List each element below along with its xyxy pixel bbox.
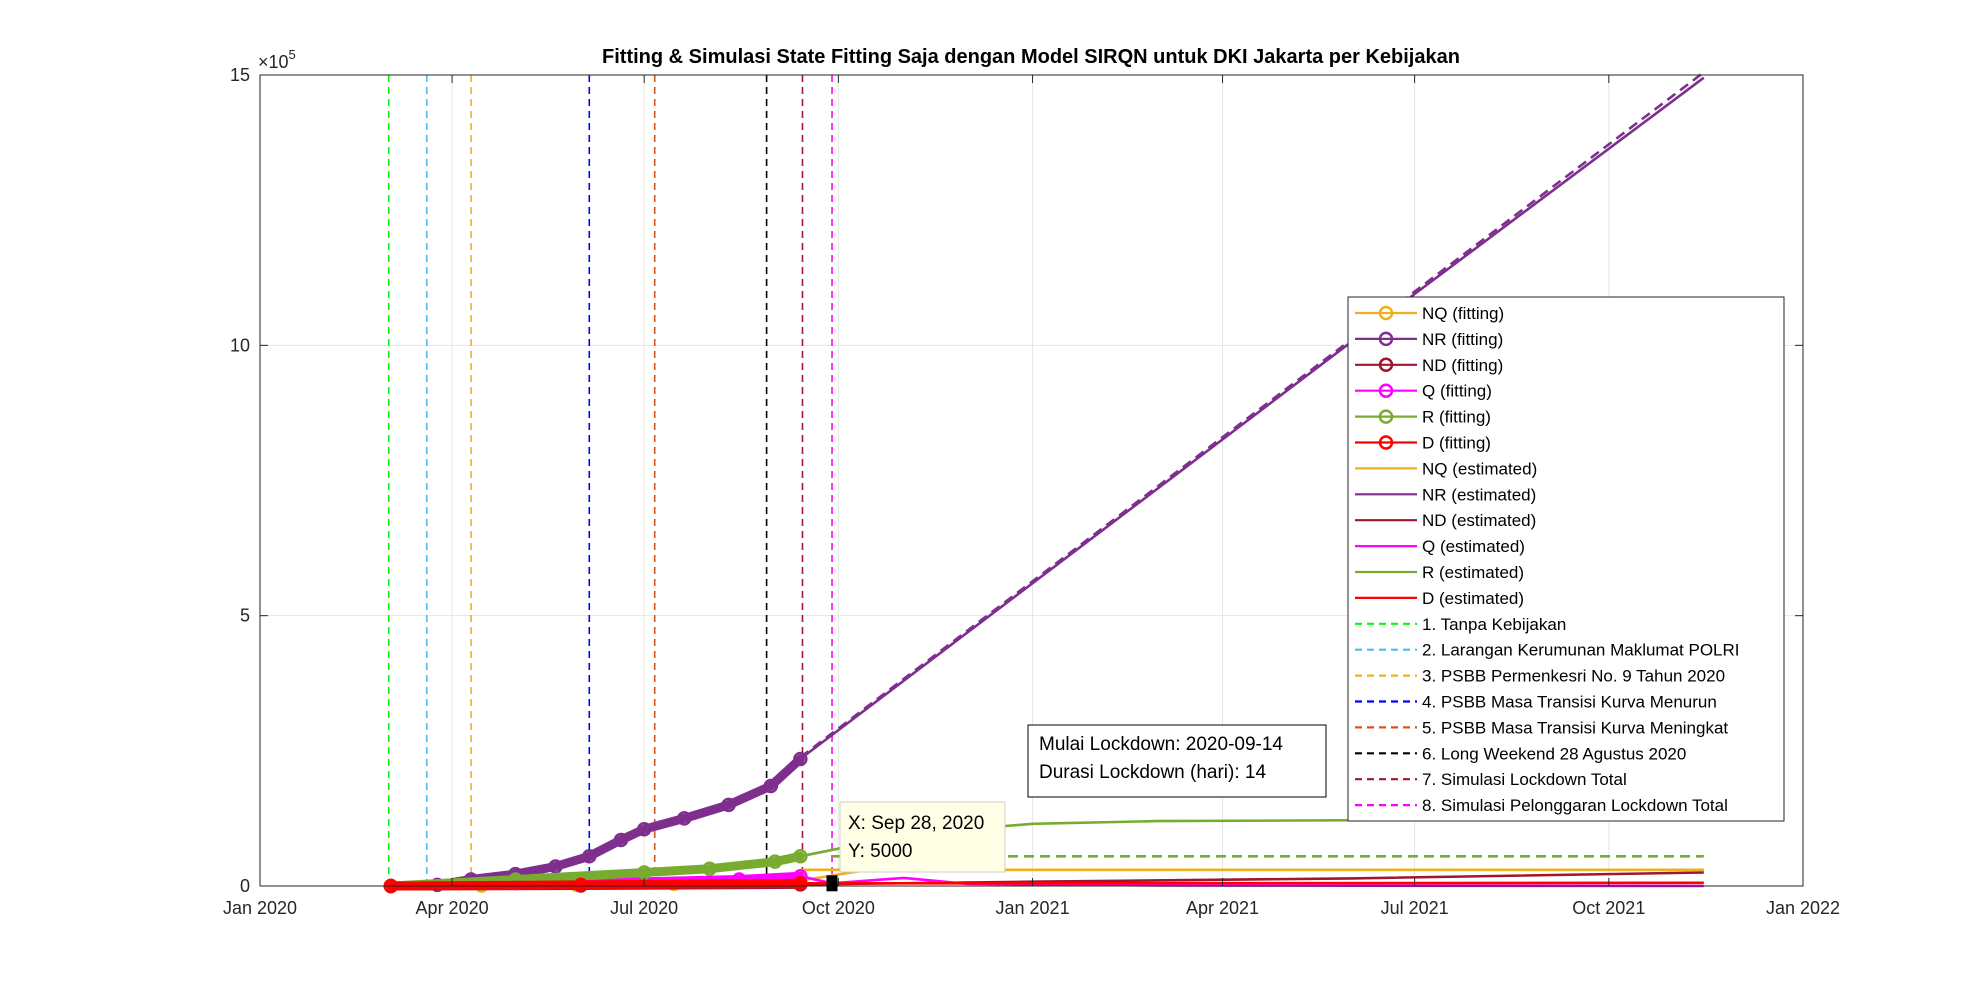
legend-label: R (estimated) — [1422, 563, 1524, 582]
legend-label: NQ (fitting) — [1422, 304, 1504, 323]
y-exponent-power: 5 — [289, 47, 296, 62]
y-tick-label: 10 — [230, 335, 250, 355]
x-tick-label: Apr 2020 — [416, 898, 489, 918]
series-marker — [613, 832, 629, 848]
legend-label: 8. Simulasi Pelonggaran Lockdown Total — [1422, 796, 1728, 815]
datatip[interactable]: X: Sep 28, 2020 Y: 5000 — [826, 801, 1006, 892]
series-marker — [793, 849, 808, 864]
legend-box — [1347, 296, 1785, 822]
legend-label: Q (fitting) — [1422, 382, 1492, 401]
annotation-box — [1027, 724, 1327, 798]
series-marker — [636, 821, 652, 837]
series-marker — [767, 854, 783, 869]
series-marker — [573, 877, 589, 893]
legend: NQ (fitting) NR (fitting) ND (fitting) Q (f… — [1347, 296, 1785, 822]
axis-ticks: Jan 2020 Apr 2020 Jul 2020 Oct 2020 Jan 2021… — [223, 65, 1840, 918]
series-line-estimated — [799, 76, 1705, 760]
legend-label: 2. Larangan Kerumunan Maklumat POLRI — [1422, 641, 1740, 660]
legend-label: 4. PSBB Masa Transisi Kurva Menurun — [1422, 693, 1717, 712]
axes-box — [259, 74, 1804, 887]
y-tick-label: 5 — [240, 606, 250, 626]
legend-label: ND (fitting) — [1422, 356, 1503, 375]
legend-label: NQ (estimated) — [1422, 459, 1537, 478]
x-tick-label: Oct 2021 — [1572, 898, 1645, 918]
chart-title: Fitting & Simulasi State Fitting Saja de… — [602, 46, 1460, 68]
x-tick-label: Jul 2021 — [1381, 898, 1449, 918]
series-marker — [548, 859, 563, 874]
x-tick-label: Apr 2021 — [1186, 898, 1259, 918]
y-exponent-label: ×105 — [258, 47, 296, 72]
legend-label: Q (estimated) — [1422, 537, 1525, 556]
legend-label: NR (fitting) — [1422, 330, 1503, 349]
x-tick-label: Jan 2020 — [223, 898, 297, 918]
datatip-box — [839, 801, 1006, 873]
simulation-line — [799, 71, 1705, 759]
x-tick-label: Jan 2021 — [996, 898, 1070, 918]
lockdown-annotation: Mulai Lockdown: 2020-09-14 Durasi Lockdo… — [1027, 724, 1327, 798]
series-marker — [793, 751, 808, 767]
y-tick-label: 0 — [240, 876, 250, 896]
legend-label: R (fitting) — [1422, 408, 1491, 427]
series-marker — [793, 876, 808, 891]
x-tick-label: Oct 2020 — [802, 898, 875, 918]
legend-label: D (fitting) — [1422, 434, 1491, 453]
legend-marker — [1378, 331, 1394, 347]
datatip-marker — [826, 875, 838, 892]
x-tick-label: Jul 2020 — [610, 898, 678, 918]
legend-label: 7. Simulasi Lockdown Total — [1422, 770, 1627, 789]
legend-label: 1. Tanpa Kebijakan — [1422, 615, 1566, 634]
datatip-y: Y: 5000 — [848, 841, 912, 862]
series-line-fitting — [386, 851, 805, 891]
legend-marker — [1378, 435, 1394, 450]
legend-label: 6. Long Weekend 28 Agustus 2020 — [1422, 744, 1686, 763]
legend-label: NR (estimated) — [1422, 485, 1536, 504]
policy-lines — [387, 75, 833, 886]
annotation-line-1: Mulai Lockdown: 2020-09-14 — [1039, 734, 1283, 755]
series-line-estimated — [800, 881, 1704, 885]
legend-label: D (estimated) — [1422, 589, 1524, 608]
series-marker — [763, 778, 779, 794]
legend-marker — [1378, 383, 1394, 398]
legend-marker — [1378, 305, 1394, 321]
series-marker — [702, 861, 717, 876]
series-marker — [721, 797, 736, 813]
y-tick-label: 15 — [230, 65, 250, 85]
legend-label: ND (estimated) — [1422, 511, 1536, 530]
legend-label: 3. PSBB Permenkesri No. 9 Tahun 2020 — [1422, 667, 1725, 686]
series-marker — [677, 811, 692, 826]
y-exponent-base: ×10 — [258, 52, 289, 72]
series-marker — [582, 849, 597, 864]
legend-marker — [1378, 409, 1394, 424]
datatip-x: X: Sep 28, 2020 — [848, 813, 984, 834]
legend-marker — [1378, 357, 1394, 373]
x-tick-label: Jan 2022 — [1766, 898, 1840, 918]
legend-label: 5. PSBB Masa Transisi Kurva Meningkat — [1422, 718, 1728, 737]
annotation-line-2: Durasi Lockdown (hari): 14 — [1039, 762, 1266, 783]
